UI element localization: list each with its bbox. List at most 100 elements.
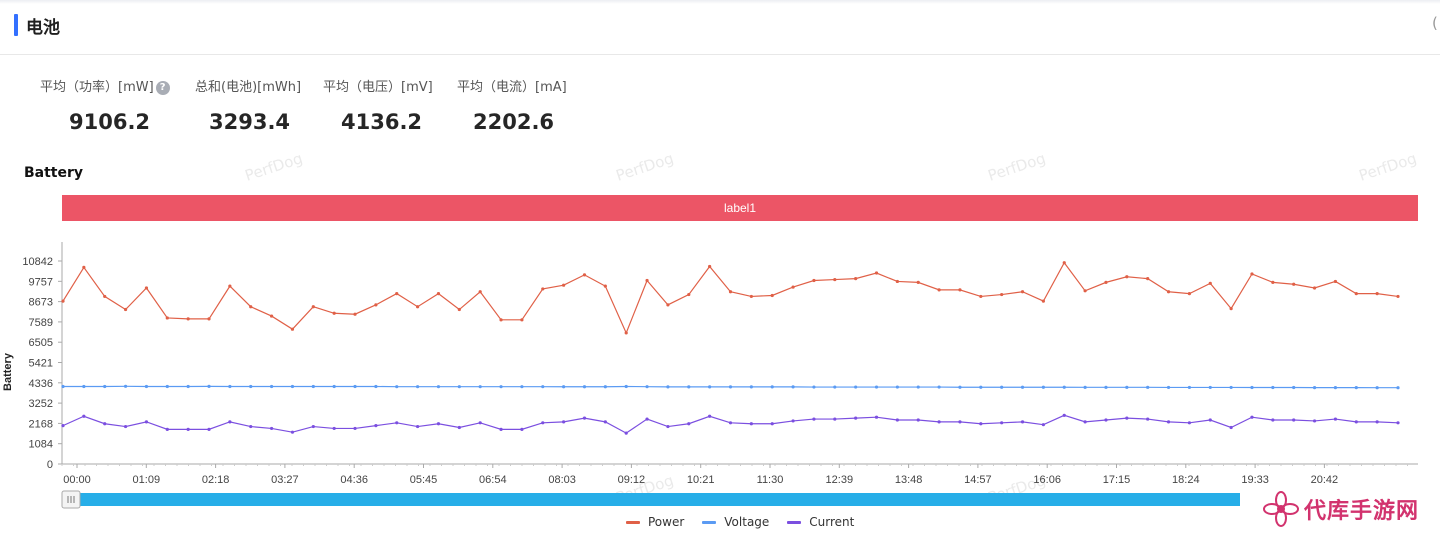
data-point-current	[186, 427, 190, 431]
data-point-voltage	[582, 385, 587, 389]
data-point-voltage	[1292, 385, 1296, 390]
data-point-current	[958, 420, 962, 424]
data-point-power	[520, 318, 524, 322]
data-point-current	[1354, 420, 1358, 424]
data-point-power	[603, 284, 607, 288]
stat-value: 2202.6	[473, 110, 555, 134]
legend-label: Voltage	[724, 515, 770, 529]
data-point-current	[1250, 415, 1254, 419]
x-tick-label: 18:24	[1172, 474, 1200, 486]
stat-total-battery: 总和(电池)[mWh] 3293.4	[195, 76, 302, 134]
data-point-current	[103, 422, 107, 426]
data-point-power	[854, 277, 858, 281]
data-point-current	[582, 416, 587, 420]
help-icon[interactable]: ?	[155, 81, 170, 95]
data-point-power	[395, 292, 399, 296]
data-point-power	[1396, 294, 1400, 299]
y-tick-label: 9757	[29, 276, 53, 288]
data-point-voltage	[311, 384, 315, 389]
data-point-voltage	[228, 384, 232, 389]
data-point-current	[353, 426, 357, 431]
data-point-power	[1375, 292, 1379, 296]
data-point-voltage	[374, 384, 378, 389]
data-point-voltage	[833, 385, 837, 389]
data-point-voltage	[1354, 386, 1358, 390]
data-point-voltage	[624, 384, 628, 389]
x-tick-label: 16:06	[1033, 474, 1061, 486]
stat-label: 平均（电压）[mV]	[323, 80, 433, 95]
data-point-voltage	[791, 385, 795, 389]
data-point-current	[61, 424, 65, 428]
panel-title: 电池	[26, 18, 60, 38]
collapse-toggle[interactable]: (	[1432, 14, 1438, 32]
data-point-current	[645, 417, 649, 421]
data-point-power	[457, 307, 461, 312]
data-point-voltage	[61, 384, 65, 389]
data-point-voltage	[1104, 385, 1108, 389]
data-point-power	[916, 280, 920, 284]
data-point-current	[1333, 417, 1338, 421]
data-point-voltage	[708, 385, 712, 389]
legend-item-voltage[interactable]: Voltage	[702, 515, 769, 529]
data-point-voltage	[457, 385, 461, 389]
y-tick-label: 0	[47, 459, 53, 471]
data-point-current	[895, 418, 899, 422]
stat-avg-voltage: 平均（电压）[mV] 4136.2	[323, 76, 433, 134]
data-point-power	[1187, 292, 1192, 296]
data-point-power	[791, 285, 795, 289]
x-tick-label: 12:39	[826, 474, 854, 486]
data-point-voltage	[749, 385, 753, 389]
data-point-power	[562, 283, 566, 287]
data-point-power	[436, 292, 441, 296]
stat-label: 平均（电流）[mA]	[457, 80, 567, 95]
data-point-voltage	[854, 385, 858, 389]
stat-value: 9106.2	[69, 110, 151, 134]
data-point-current	[499, 427, 503, 431]
data-point-voltage	[520, 385, 524, 389]
data-point-current	[207, 427, 211, 431]
data-point-current	[1146, 417, 1150, 421]
legend-item-current[interactable]: Current	[787, 515, 854, 529]
data-point-power	[61, 299, 65, 303]
data-point-voltage	[249, 384, 253, 389]
logo-flower-icon	[1263, 491, 1299, 527]
data-point-current	[1292, 418, 1296, 422]
y-tick-label: 2168	[29, 418, 53, 430]
data-point-power	[123, 307, 128, 312]
data-point-voltage	[499, 385, 503, 389]
data-point-power	[1250, 272, 1254, 276]
data-point-voltage	[895, 385, 899, 389]
data-point-current	[791, 419, 795, 423]
top-shadow	[0, 0, 1440, 4]
data-point-power	[416, 305, 420, 309]
data-point-current	[1375, 420, 1379, 424]
legend-item-power[interactable]: Power	[626, 515, 684, 529]
data-point-current	[1041, 423, 1045, 427]
data-point-voltage	[1396, 386, 1400, 390]
data-point-power	[1333, 279, 1338, 284]
data-point-current	[1312, 419, 1317, 423]
data-point-power	[1166, 290, 1171, 294]
data-point-voltage	[1041, 385, 1045, 389]
data-point-power	[269, 314, 274, 318]
data-point-voltage	[562, 385, 566, 389]
stat-label: 平均（功率）[mW]	[40, 80, 154, 95]
data-point-power	[979, 294, 983, 299]
data-point-power	[332, 311, 336, 315]
y-tick-label: 10842	[22, 256, 53, 268]
x-tick-label: 08:03	[548, 474, 576, 486]
data-point-power	[478, 290, 482, 294]
data-point-current	[1020, 420, 1025, 424]
data-point-voltage	[332, 384, 336, 389]
data-point-power	[812, 278, 816, 283]
stat-value: 4136.2	[341, 110, 423, 134]
stat-avg-power: 平均（功率）[mW]? 9106.2	[40, 76, 170, 134]
x-tick-label: 06:54	[479, 474, 507, 486]
x-tick-label: 20:42	[1311, 474, 1339, 486]
y-tick-label: 1084	[29, 439, 53, 451]
data-point-current	[666, 424, 670, 429]
stat-value: 3293.4	[209, 110, 291, 134]
x-tick-label: 02:18	[202, 474, 230, 486]
stat-label: 总和(电池)[mWh]	[195, 80, 302, 95]
label-band	[62, 195, 1418, 221]
